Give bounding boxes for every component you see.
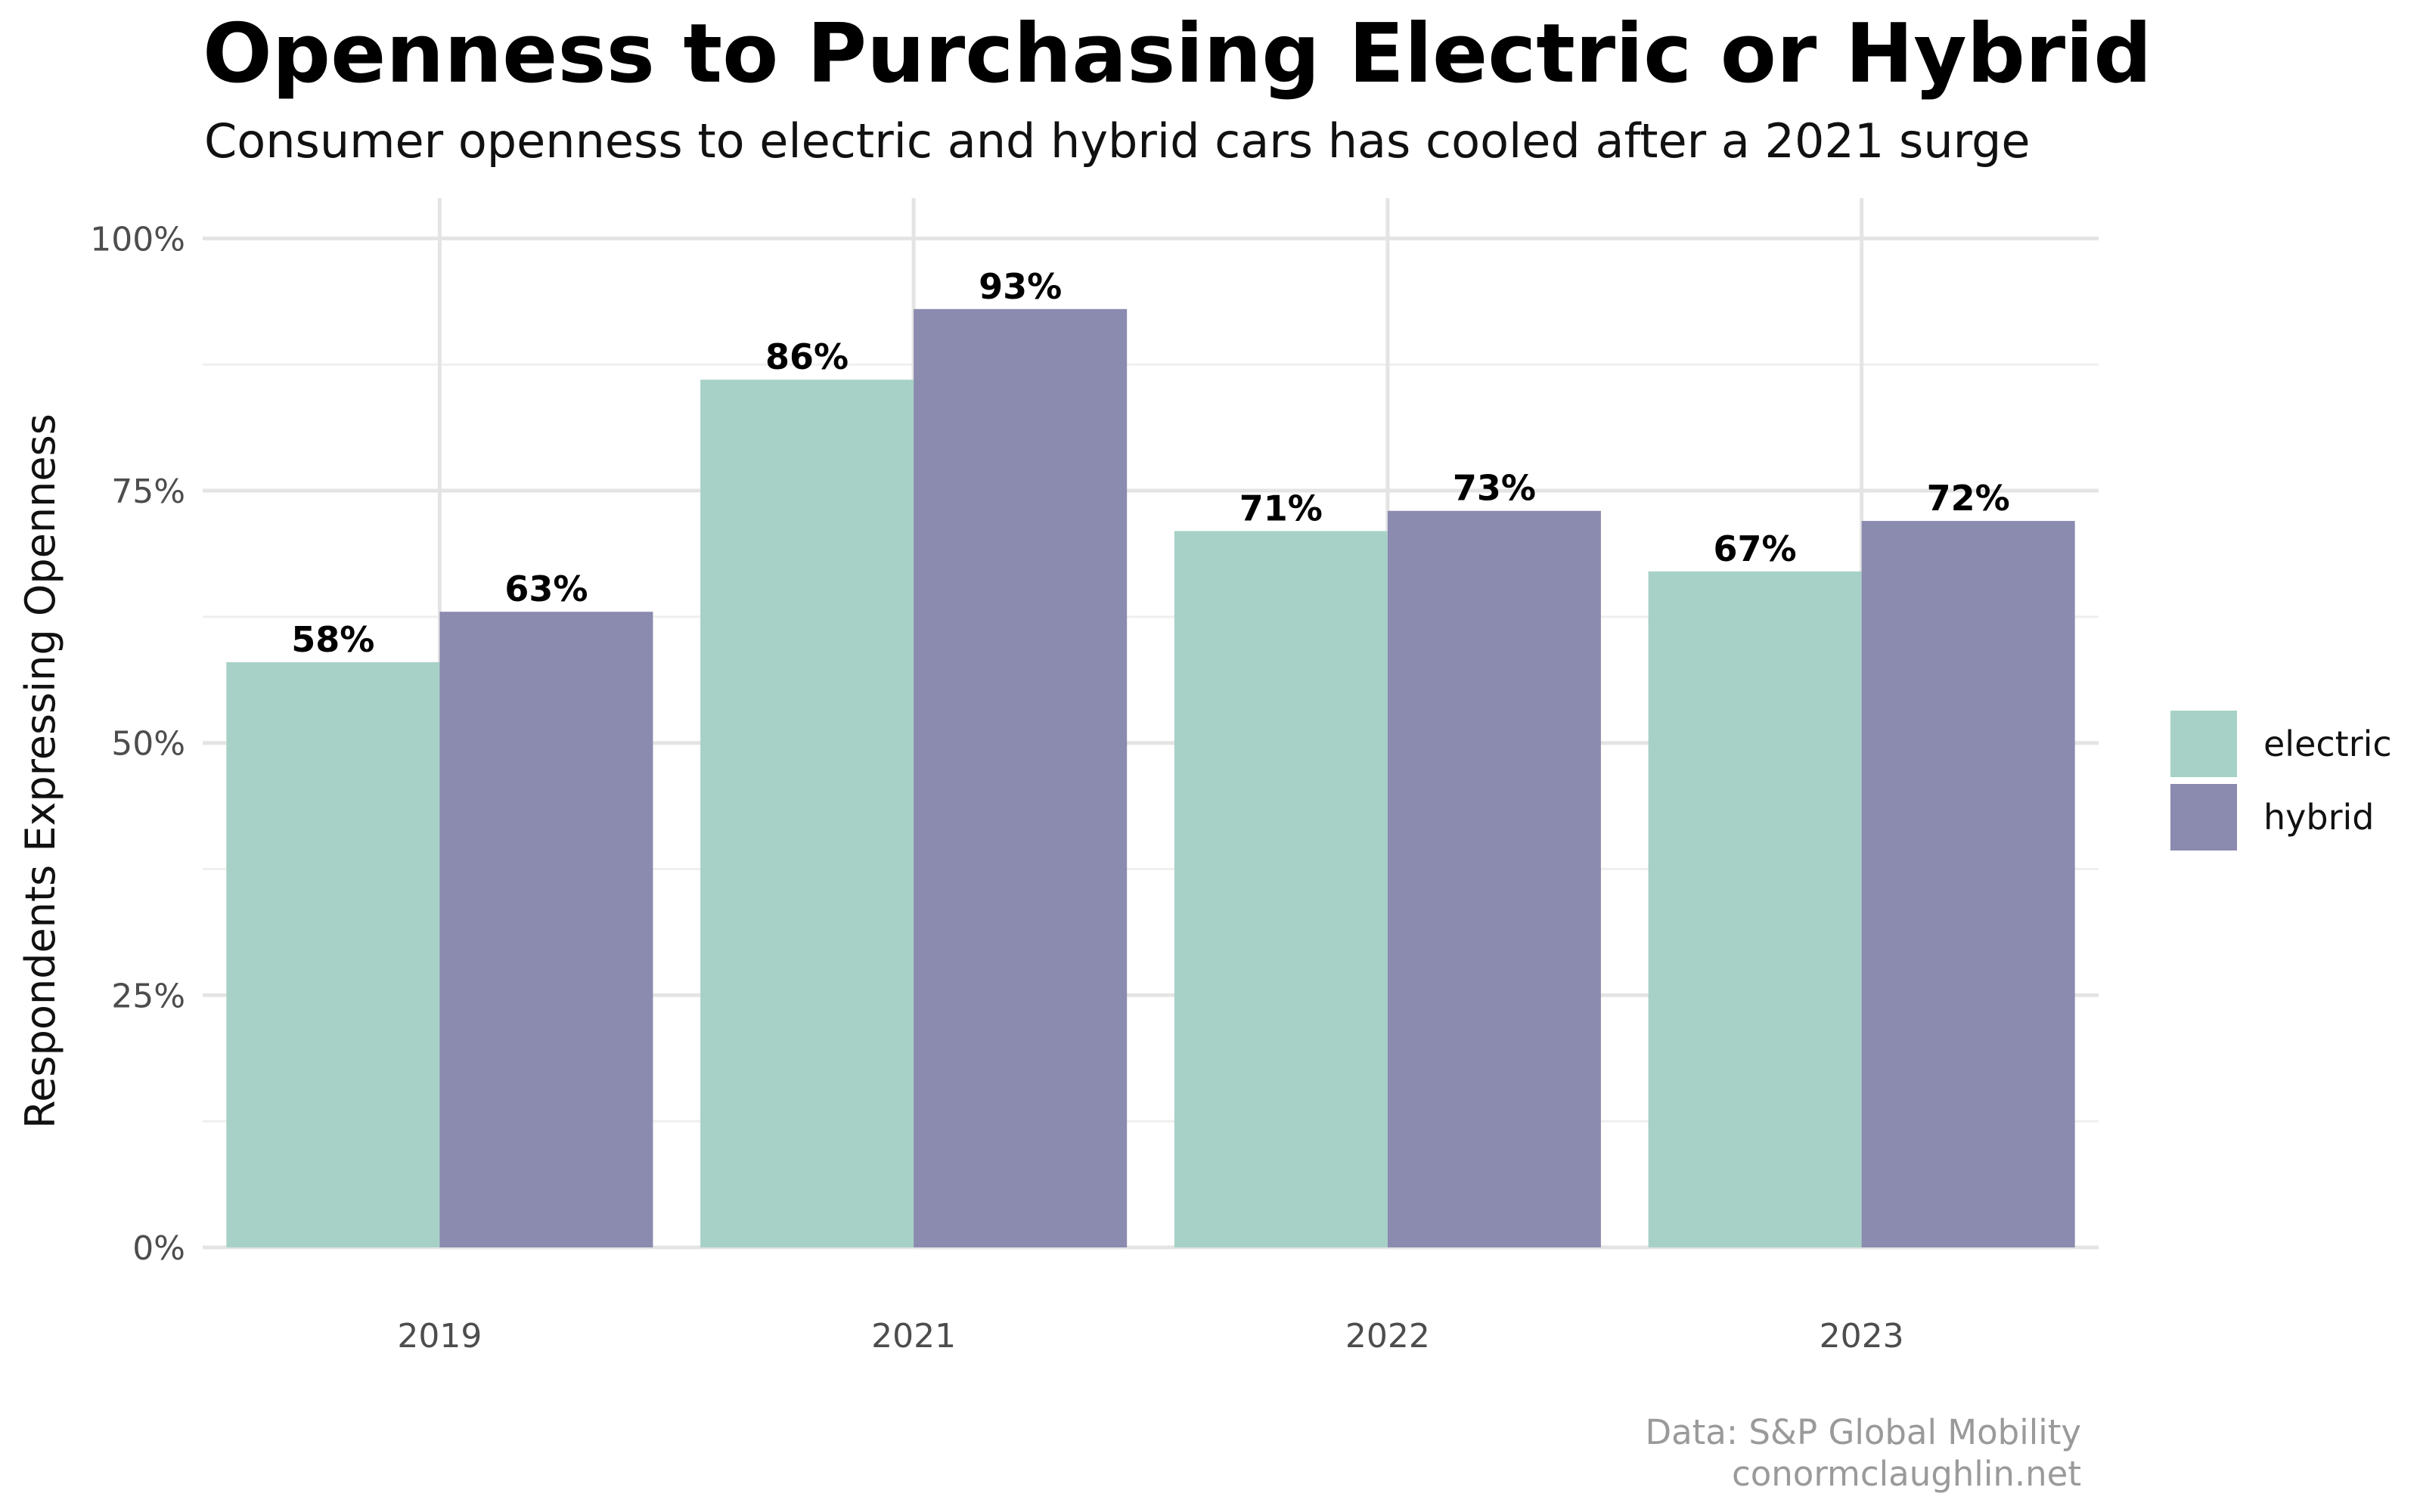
bar-hybrid-2022 [1387, 510, 1601, 1247]
y-tick-label: 50% [111, 725, 185, 764]
caption: Data: S&P Global Mobility conormclaughli… [1645, 1412, 2081, 1495]
x-tick-label: 2022 [1345, 1317, 1430, 1356]
y-tick-label: 75% [111, 472, 185, 511]
bar-hybrid-2021 [914, 308, 1128, 1248]
data-label: 86% [765, 336, 849, 377]
data-label: 58% [291, 619, 374, 660]
x-tick-label: 2021 [871, 1317, 956, 1356]
legend-label-electric: electric [2263, 723, 2392, 764]
data-label: 73% [1453, 468, 1536, 509]
bar-electric-2023 [1648, 571, 1862, 1247]
bar-electric-2021 [700, 380, 914, 1248]
data-label: 93% [979, 266, 1062, 307]
x-tick-label: 2023 [1820, 1317, 1904, 1356]
bars [226, 308, 2075, 1248]
y-axis-label: Respondents Expressing Openness [17, 414, 64, 1129]
legend-swatch-electric [2170, 711, 2237, 777]
bar-hybrid-2019 [439, 612, 653, 1247]
data-label: 72% [1927, 478, 2010, 519]
legend-swatch-hybrid [2170, 784, 2237, 850]
legend-label-hybrid: hybrid [2263, 797, 2374, 838]
x-axis-ticks: 2019 2021 2022 2023 [397, 1317, 1903, 1356]
bar-electric-2022 [1174, 531, 1388, 1247]
data-label: 71% [1239, 488, 1323, 528]
bar-hybrid-2023 [1861, 521, 2075, 1247]
y-axis-ticks: 0% 25% 50% 75% 100% [90, 220, 185, 1268]
x-tick-label: 2019 [397, 1317, 482, 1356]
legend: electric hybrid [2170, 711, 2392, 850]
caption-source: Data: S&P Global Mobility [1645, 1412, 2081, 1452]
y-tick-label: 100% [90, 220, 185, 259]
y-tick-label: 25% [111, 977, 185, 1015]
data-label: 63% [504, 569, 588, 609]
y-tick-label: 0% [132, 1229, 185, 1268]
data-label: 67% [1714, 528, 1797, 569]
data-labels: 58% 63% 86% 93% 71% 73% 67% 72% [291, 266, 2009, 660]
chart-subtitle: Consumer openness to electric and hybrid… [204, 113, 2031, 169]
chart-title: Openness to Purchasing Electric or Hybri… [203, 7, 2152, 101]
bar-electric-2019 [226, 662, 440, 1247]
caption-website: conormclaughlin.net [1732, 1453, 2081, 1494]
